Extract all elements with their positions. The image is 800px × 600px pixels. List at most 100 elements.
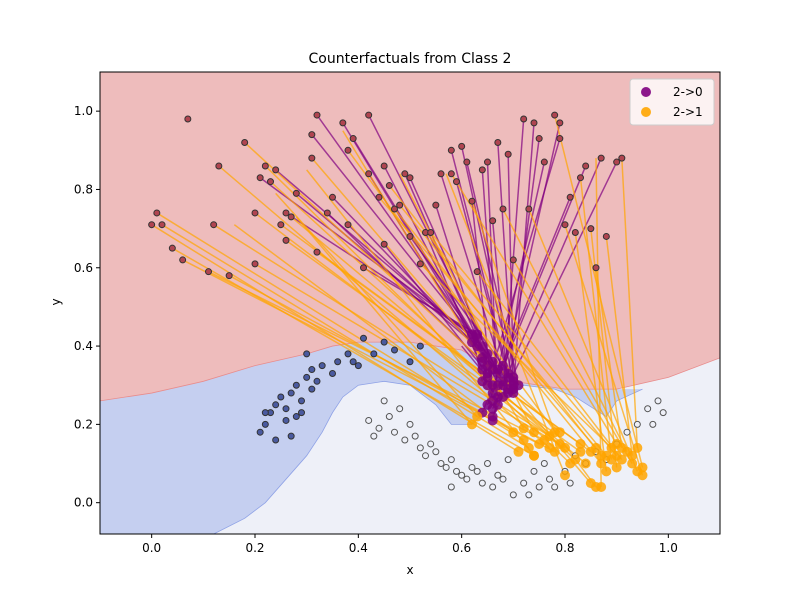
link-to1-22	[393, 208, 602, 464]
class1-point-45	[370, 432, 378, 440]
class2-point-14	[313, 111, 321, 119]
class2-point-24	[396, 201, 404, 209]
class2-point-31	[453, 178, 460, 186]
class2-point-8	[272, 166, 280, 174]
data-points	[148, 111, 667, 499]
link-to1-36	[595, 267, 623, 448]
class2-point-5	[256, 174, 264, 182]
counterfactual-point-to1-27	[616, 454, 627, 465]
class2-point-75	[432, 201, 440, 209]
class2-point-61	[179, 256, 187, 264]
class2-point-79	[556, 119, 564, 127]
class2-point-48	[561, 221, 569, 229]
class2-point-76	[447, 146, 455, 154]
class2-point-35	[473, 268, 481, 276]
class0-point-13	[287, 432, 295, 440]
class2-point-12	[308, 154, 316, 162]
class2-point-36	[478, 166, 486, 174]
link-to1-27	[476, 271, 623, 461]
class0-point-10	[308, 366, 316, 374]
y-tick-label: 0.6	[74, 261, 93, 275]
class2-point-68	[323, 209, 331, 217]
x-tick-4: 0.8	[555, 534, 575, 555]
class2-point-9	[277, 221, 285, 229]
legend-marker-0	[641, 87, 651, 97]
class2-point-40	[504, 150, 512, 158]
class2-point-62	[205, 268, 212, 276]
counterfactual-point-to1-20	[591, 442, 601, 453]
class0-point-15	[261, 409, 269, 417]
class2-point-44	[535, 135, 543, 143]
y-axis-ticks: 0.0 0.2 0.4 0.6 0.8 1.0	[74, 104, 100, 510]
y-tick-label: 0.2	[74, 417, 93, 431]
class0-point-29	[282, 416, 290, 424]
counterfactual-point-to1-46	[472, 411, 483, 422]
link-to1-45	[295, 216, 473, 425]
y-tick-label: 0.0	[74, 496, 93, 510]
class2-point-81	[618, 154, 626, 162]
counterfactual-point-to1-41	[560, 470, 570, 481]
counterfactual-point-to1-8	[549, 446, 560, 457]
link-to1-24	[419, 263, 613, 449]
class1-point-24	[499, 475, 507, 483]
class1-point-19	[473, 467, 481, 475]
counterfactual-links	[151, 114, 644, 488]
legend: 2->0 2->1	[629, 78, 715, 126]
counterfactual-point-to1-16	[580, 458, 591, 469]
class0-point-7	[292, 381, 300, 389]
class2-point-22	[385, 182, 393, 190]
class0-point-17	[349, 358, 357, 366]
class1-point-15	[453, 467, 460, 475]
y-tick-label: 0.8	[74, 182, 93, 196]
class0-point-21	[380, 338, 388, 346]
x-tick-label: 0.8	[555, 541, 574, 555]
link-to1-43	[342, 130, 525, 429]
class1-point-49	[566, 479, 574, 487]
class1-point-40	[644, 405, 652, 413]
class0-point-27	[303, 350, 311, 358]
legend-label-1: 2->1	[673, 105, 703, 119]
class2-point-63	[225, 272, 233, 280]
link-to1-39	[595, 158, 602, 488]
class1-point-7	[411, 432, 419, 440]
counterfactual-point-to1-47	[508, 427, 519, 438]
counterfactual-point-to0-39	[498, 391, 508, 402]
link-to1-12	[264, 165, 571, 465]
link-to1-41	[445, 173, 566, 476]
class1-point-16	[458, 471, 466, 479]
class2-point-60	[168, 244, 176, 252]
y-tick-0: 0.0	[74, 496, 100, 510]
x-tick-5: 1.0	[659, 534, 678, 555]
counterfactual-point-to0-41	[472, 329, 483, 340]
counterfactual-point-to0-43	[477, 376, 488, 387]
class1-point-17	[463, 475, 471, 483]
class2-point-54	[592, 264, 600, 272]
class0-point-20	[370, 350, 378, 358]
class2-point-19	[365, 170, 373, 178]
class2-point-73	[406, 232, 414, 240]
counterfactual-point-to1-15	[575, 446, 586, 457]
counterfactual-point-to0-35	[498, 360, 508, 371]
link-to1-2	[161, 224, 530, 449]
class2-point-2	[215, 162, 223, 170]
class1-point-23	[494, 471, 502, 479]
class2-point-37	[489, 217, 497, 225]
counterfactual-point-to0-33	[472, 341, 483, 352]
y-tick-1: 0.2	[74, 417, 100, 431]
class2-point-49	[566, 193, 574, 201]
class2-point-46	[551, 111, 559, 119]
counterfactual-point-to1-45	[467, 419, 477, 430]
counterfactual-point-to1-38	[632, 442, 643, 453]
class2-point-52	[582, 162, 590, 170]
y-tick-2: 0.4	[74, 339, 100, 353]
counterfactual-point-to1-13	[570, 454, 581, 465]
x-tick-2: 0.4	[349, 534, 368, 555]
class0-point-28	[292, 413, 300, 421]
class2-point-55	[597, 154, 605, 162]
counterfactual-point-to1-44	[529, 450, 539, 461]
class2-point-33	[463, 158, 471, 166]
class2-point-42	[525, 205, 533, 213]
class1-point-22	[489, 483, 497, 491]
x-tick-label: 0.0	[142, 541, 161, 555]
class0-point-31	[298, 409, 305, 417]
